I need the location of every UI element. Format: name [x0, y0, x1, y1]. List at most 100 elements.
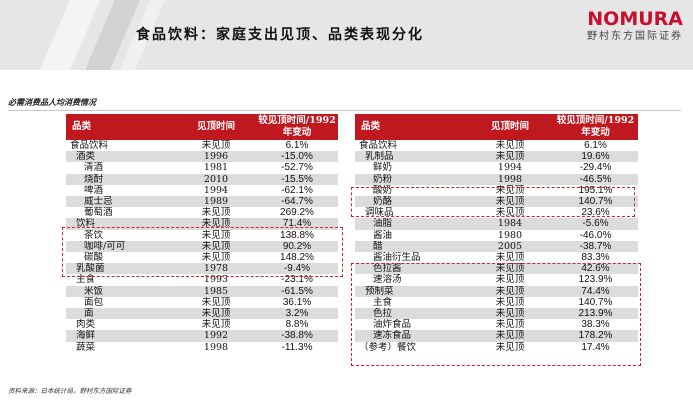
cell-category: 奶酪	[355, 196, 467, 208]
cell-peak-time: 未见顶	[495, 252, 525, 264]
cell-category: 色拉酱	[355, 263, 467, 275]
cell-change: 38.3%	[581, 319, 610, 331]
cell-peak-time: 未见顶	[176, 218, 256, 230]
col-header-peak-time: 见顶时间	[467, 114, 553, 140]
cell-peak-time: 1992	[176, 330, 256, 342]
cell-change: 195.1%	[578, 184, 613, 196]
cell-category: 速冻食品	[355, 330, 467, 342]
table-row: 茶饮 未见顶 138.8%	[66, 230, 338, 241]
cell-change: -15.5%	[256, 173, 338, 185]
header-decoration	[40, 0, 165, 70]
cell-peak-time: 未见顶	[201, 252, 231, 264]
table-row: 预制菜 未见顶 74.4%	[355, 285, 638, 297]
table-row: 速冻食品 未见顶 178.2%	[355, 330, 638, 342]
cell-change: 140.7%	[578, 296, 613, 308]
cell-category: 酸奶	[373, 184, 393, 196]
cell-change: -52.7%	[281, 162, 313, 174]
cell-category: 威士忌	[66, 196, 176, 208]
table-row: 主食 未见顶 140.7%	[355, 297, 638, 308]
cell-category: 油炸食品	[373, 319, 412, 331]
table-row: 啤酒 1994 -62.1%	[66, 185, 338, 196]
section-subtitle: 必需消费品人均消费情况	[8, 97, 96, 107]
cell-category: 鲜奶	[373, 162, 393, 174]
cell-category: 葡萄酒	[84, 207, 113, 219]
cell-peak-time: 未见顶	[176, 240, 256, 253]
cell-peak-time: 未见顶	[176, 308, 256, 320]
table-row: 奶酪 未见顶 140.7%	[355, 196, 638, 208]
table-row: 乳制品 未见顶 19.6%	[355, 151, 638, 163]
cell-category: 酱油	[373, 229, 393, 241]
table-row: 葡萄酒 未见顶 269.2%	[66, 207, 338, 218]
cell-category: 食品饮料	[359, 140, 398, 151]
cell-change: -46.0%	[579, 229, 612, 241]
cell-peak-time: 未见顶	[467, 151, 553, 163]
cell-category: 酒类	[66, 151, 176, 163]
highlight-yogurt-cheese	[351, 186, 635, 217]
cell-peak-time: 未见顶	[495, 274, 525, 286]
left-table: 品类 见顶时间 较见顶时间/1992年变动 食品饮料 未见顶 6.1% 酒类 1996-…	[66, 114, 338, 353]
cell-category: 酱油衍生品	[373, 252, 421, 264]
source-note: 资料来源：日本统计局，野村东方国际证券	[8, 387, 132, 395]
cell-change: 138.8%	[280, 229, 314, 241]
table-row: 鲜奶 1994 -29.4%	[355, 162, 638, 173]
table-row: 咖啡/可可 未见顶 90.2%	[66, 240, 338, 253]
cell-peak-time: 未见顶	[467, 308, 553, 320]
table-row: 醋 2005 -38.7%	[355, 240, 638, 253]
table-row: 色拉 未见顶 213.9%	[355, 308, 638, 320]
cell-change: 269.2%	[280, 207, 314, 219]
brand-name: NOMURA	[587, 8, 683, 30]
cell-category: 碳酸	[84, 252, 104, 264]
cell-peak-time: 未见顶	[467, 330, 553, 342]
cell-peak-time: 未见顶	[495, 140, 525, 151]
cell-category: 油脂	[355, 218, 467, 230]
cell-category: 啤酒	[84, 184, 104, 196]
table-row: 乳酸菌 1978 -9.4%	[66, 263, 338, 275]
cell-category: 海鲜	[66, 330, 176, 342]
brand-logo: NOMURA 野村东方国际证券	[587, 8, 683, 44]
table-row: 酱油衍生品 未见顶 83.3%	[355, 252, 638, 263]
header-bar: 食品饮料：家庭支出见顶、品类表现分化 NOMURA 野村东方国际证券	[0, 0, 693, 70]
cell-change: -64.7%	[256, 196, 338, 208]
cell-peak-time: 未见顶	[201, 319, 231, 331]
table-row: 油炸食品 未见顶 38.3%	[355, 319, 638, 330]
cell-peak-time: 2010	[176, 173, 256, 185]
cell-change: -38.8%	[256, 330, 338, 342]
table-row: 奶粉 1998 -46.5%	[355, 173, 638, 185]
table-row: 面包 未见顶 36.1%	[66, 297, 338, 308]
table-row: 烧酎 2010 -15.5%	[66, 173, 338, 185]
table-row: 肉类 未见顶 8.8%	[66, 319, 338, 330]
cell-change: 123.9%	[578, 274, 613, 286]
cell-change: -46.5%	[553, 173, 638, 185]
cell-change: 17.4%	[581, 341, 610, 353]
cell-category: （参考）餐饮	[359, 341, 417, 353]
cell-change: 148.2%	[280, 252, 314, 264]
cell-category: 清酒	[84, 162, 104, 174]
cell-change: 36.1%	[282, 296, 312, 308]
table-row: 威士忌 1989 -64.7%	[66, 196, 338, 208]
cell-change: 19.6%	[553, 151, 638, 163]
table-row: 油脂 1984 -5.6%	[355, 218, 638, 230]
table-row: 速溶汤 未见顶 123.9%	[355, 274, 638, 285]
cell-category: 面	[66, 308, 176, 320]
cell-change: 90.2%	[256, 240, 338, 253]
cell-change: 74.4%	[553, 285, 638, 297]
cell-peak-time: 未见顶	[467, 196, 553, 208]
cell-change: -11.3%	[281, 341, 313, 353]
cell-change: 42.6%	[553, 263, 638, 275]
divider	[8, 110, 681, 111]
highlight-growth-categories	[351, 262, 641, 366]
cell-peak-time: 1989	[176, 196, 256, 208]
cell-peak-time: 未见顶	[201, 207, 231, 219]
cell-peak-time: 未见顶	[495, 184, 525, 196]
cell-change: -62.1%	[281, 184, 313, 196]
cell-category: 乳酸菌	[66, 263, 176, 275]
cell-peak-time: 未见顶	[201, 140, 231, 151]
cell-peak-time: 1985	[176, 285, 256, 297]
cell-peak-time: 未见顶	[467, 285, 553, 297]
cell-change: -23.1%	[281, 274, 313, 286]
cell-category: 肉类	[76, 319, 96, 331]
table-row: 食品饮料 未见顶 6.1%	[66, 140, 338, 151]
brand-subtitle: 野村东方国际证券	[587, 31, 683, 42]
cell-category: 茶饮	[84, 229, 104, 241]
col-header-peak-time: 见顶时间	[176, 114, 256, 140]
